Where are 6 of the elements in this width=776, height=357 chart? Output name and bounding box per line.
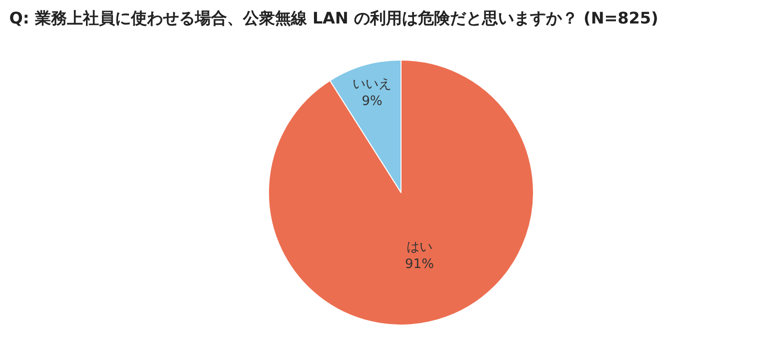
slice-label: いいえ bbox=[352, 77, 392, 92]
data-label: 9% bbox=[362, 94, 382, 109]
pie-slice bbox=[268, 60, 534, 326]
data-label: 91% bbox=[405, 257, 434, 272]
chart-title: Q: 業務上社員に使わせる場合、公衆無線 LAN の利用は危険だと思いますか？ (N=825) bbox=[9, 8, 658, 28]
slice-label: はい bbox=[406, 240, 432, 256]
